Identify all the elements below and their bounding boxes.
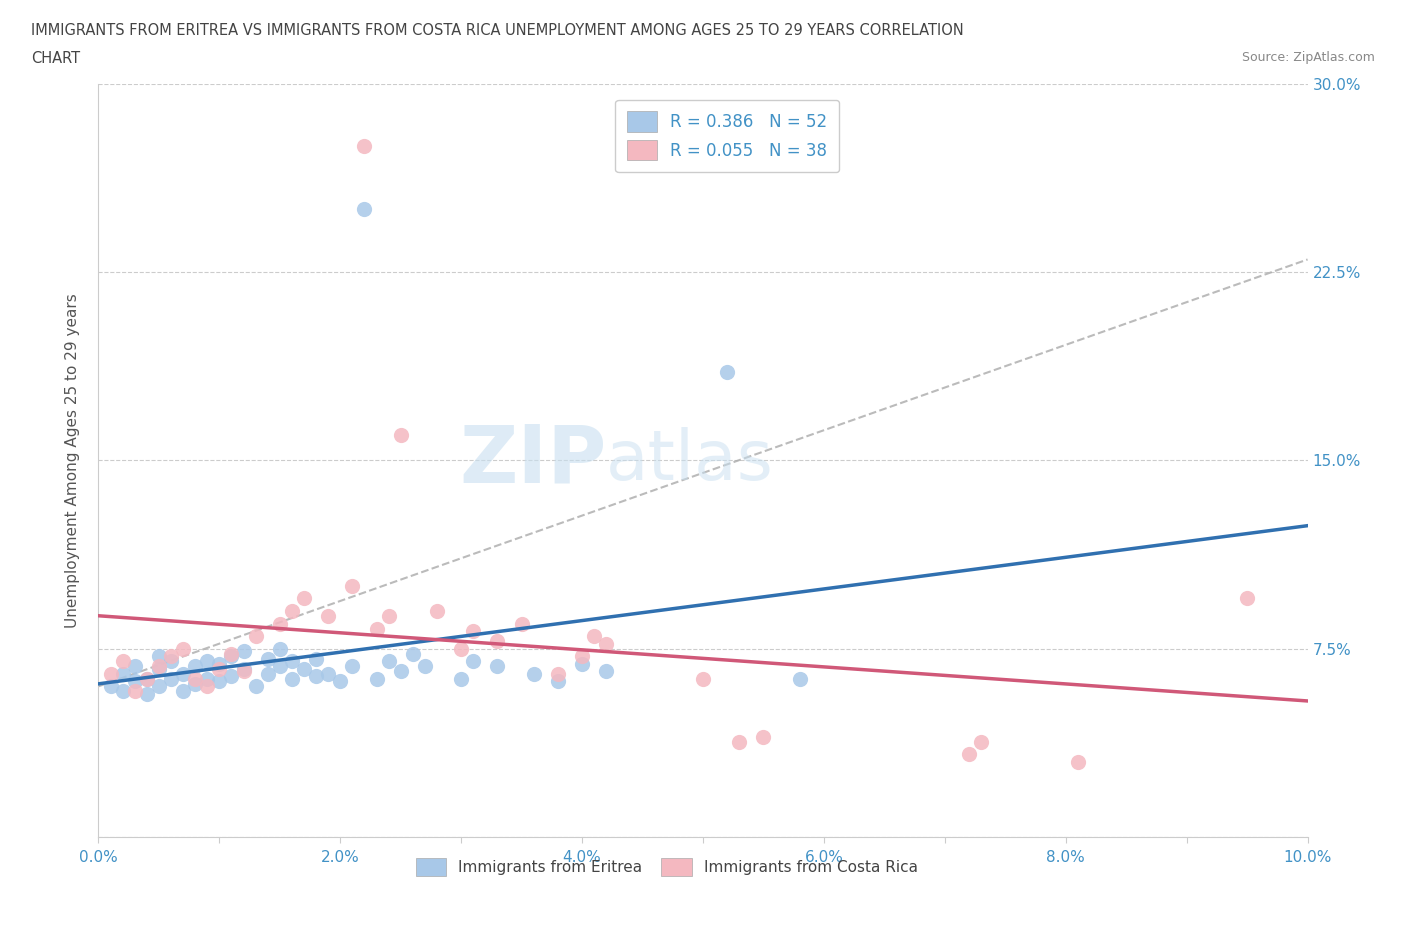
Point	[353, 139, 375, 153]
Point	[789, 671, 811, 686]
Point	[135, 671, 157, 686]
Point	[221, 669, 243, 684]
Point	[148, 658, 170, 673]
Point	[184, 658, 207, 673]
Point	[269, 642, 291, 657]
Point	[245, 679, 267, 694]
Point	[195, 679, 218, 694]
Point	[728, 734, 751, 749]
Point	[281, 654, 304, 669]
Point	[366, 621, 388, 636]
Point	[305, 669, 328, 684]
Point	[256, 666, 278, 681]
Point	[316, 608, 339, 623]
Point	[426, 604, 449, 618]
Point	[256, 651, 278, 666]
Point	[221, 646, 243, 661]
Text: atlas: atlas	[606, 427, 775, 494]
Text: IMMIGRANTS FROM ERITREA VS IMMIGRANTS FROM COSTA RICA UNEMPLOYMENT AMONG AGES 25: IMMIGRANTS FROM ERITREA VS IMMIGRANTS FR…	[31, 23, 963, 38]
Point	[111, 684, 134, 698]
Point	[281, 604, 304, 618]
Point	[269, 658, 291, 673]
Point	[281, 671, 304, 686]
Point	[245, 629, 267, 644]
Point	[172, 684, 194, 698]
Point	[486, 633, 509, 648]
Point	[269, 616, 291, 631]
Point	[160, 654, 183, 669]
Point	[184, 671, 207, 686]
Point	[100, 679, 122, 694]
Point	[342, 658, 364, 673]
Point	[148, 649, 170, 664]
Text: ZIP: ZIP	[458, 421, 606, 499]
Point	[148, 679, 170, 694]
Text: Source: ZipAtlas.com: Source: ZipAtlas.com	[1241, 51, 1375, 64]
Point	[160, 649, 183, 664]
Point	[450, 671, 472, 686]
Point	[547, 674, 569, 689]
Point	[413, 658, 436, 673]
Point	[353, 202, 375, 217]
Point	[377, 608, 399, 623]
Point	[208, 674, 231, 689]
Point	[595, 664, 617, 679]
Point	[124, 658, 146, 673]
Point	[486, 658, 509, 673]
Point	[124, 684, 146, 698]
Point	[342, 578, 364, 593]
Point	[377, 654, 399, 669]
Point	[970, 734, 993, 749]
Point	[232, 644, 254, 658]
Point	[547, 666, 569, 681]
Point	[232, 661, 254, 676]
Point	[111, 654, 134, 669]
Point	[184, 676, 207, 691]
Point	[195, 671, 218, 686]
Point	[232, 664, 254, 679]
Point	[111, 666, 134, 681]
Point	[305, 651, 328, 666]
Point	[463, 654, 485, 669]
Point	[1236, 591, 1258, 606]
Point	[100, 666, 122, 681]
Point	[329, 674, 352, 689]
Point	[292, 661, 315, 676]
Point	[716, 365, 738, 380]
Point	[366, 671, 388, 686]
Legend: Immigrants from Eritrea, Immigrants from Costa Rica: Immigrants from Eritrea, Immigrants from…	[409, 852, 924, 882]
Point	[208, 657, 231, 671]
Y-axis label: Unemployment Among Ages 25 to 29 years: Unemployment Among Ages 25 to 29 years	[65, 293, 80, 628]
Point	[1067, 754, 1090, 769]
Point	[135, 686, 157, 701]
Point	[292, 591, 315, 606]
Point	[389, 664, 412, 679]
Text: CHART: CHART	[31, 51, 80, 66]
Point	[957, 747, 980, 762]
Point	[510, 616, 533, 631]
Point	[221, 649, 243, 664]
Point	[208, 661, 231, 676]
Point	[571, 657, 593, 671]
Point	[172, 642, 194, 657]
Point	[523, 666, 546, 681]
Point	[450, 642, 472, 657]
Point	[595, 636, 617, 651]
Point	[752, 729, 775, 744]
Point	[389, 428, 412, 443]
Point	[148, 661, 170, 676]
Point	[402, 646, 425, 661]
Point	[160, 671, 183, 686]
Point	[195, 654, 218, 669]
Point	[583, 629, 606, 644]
Point	[172, 666, 194, 681]
Point	[692, 671, 714, 686]
Point	[124, 674, 146, 689]
Point	[463, 624, 485, 639]
Point	[571, 649, 593, 664]
Point	[135, 671, 157, 686]
Point	[316, 666, 339, 681]
